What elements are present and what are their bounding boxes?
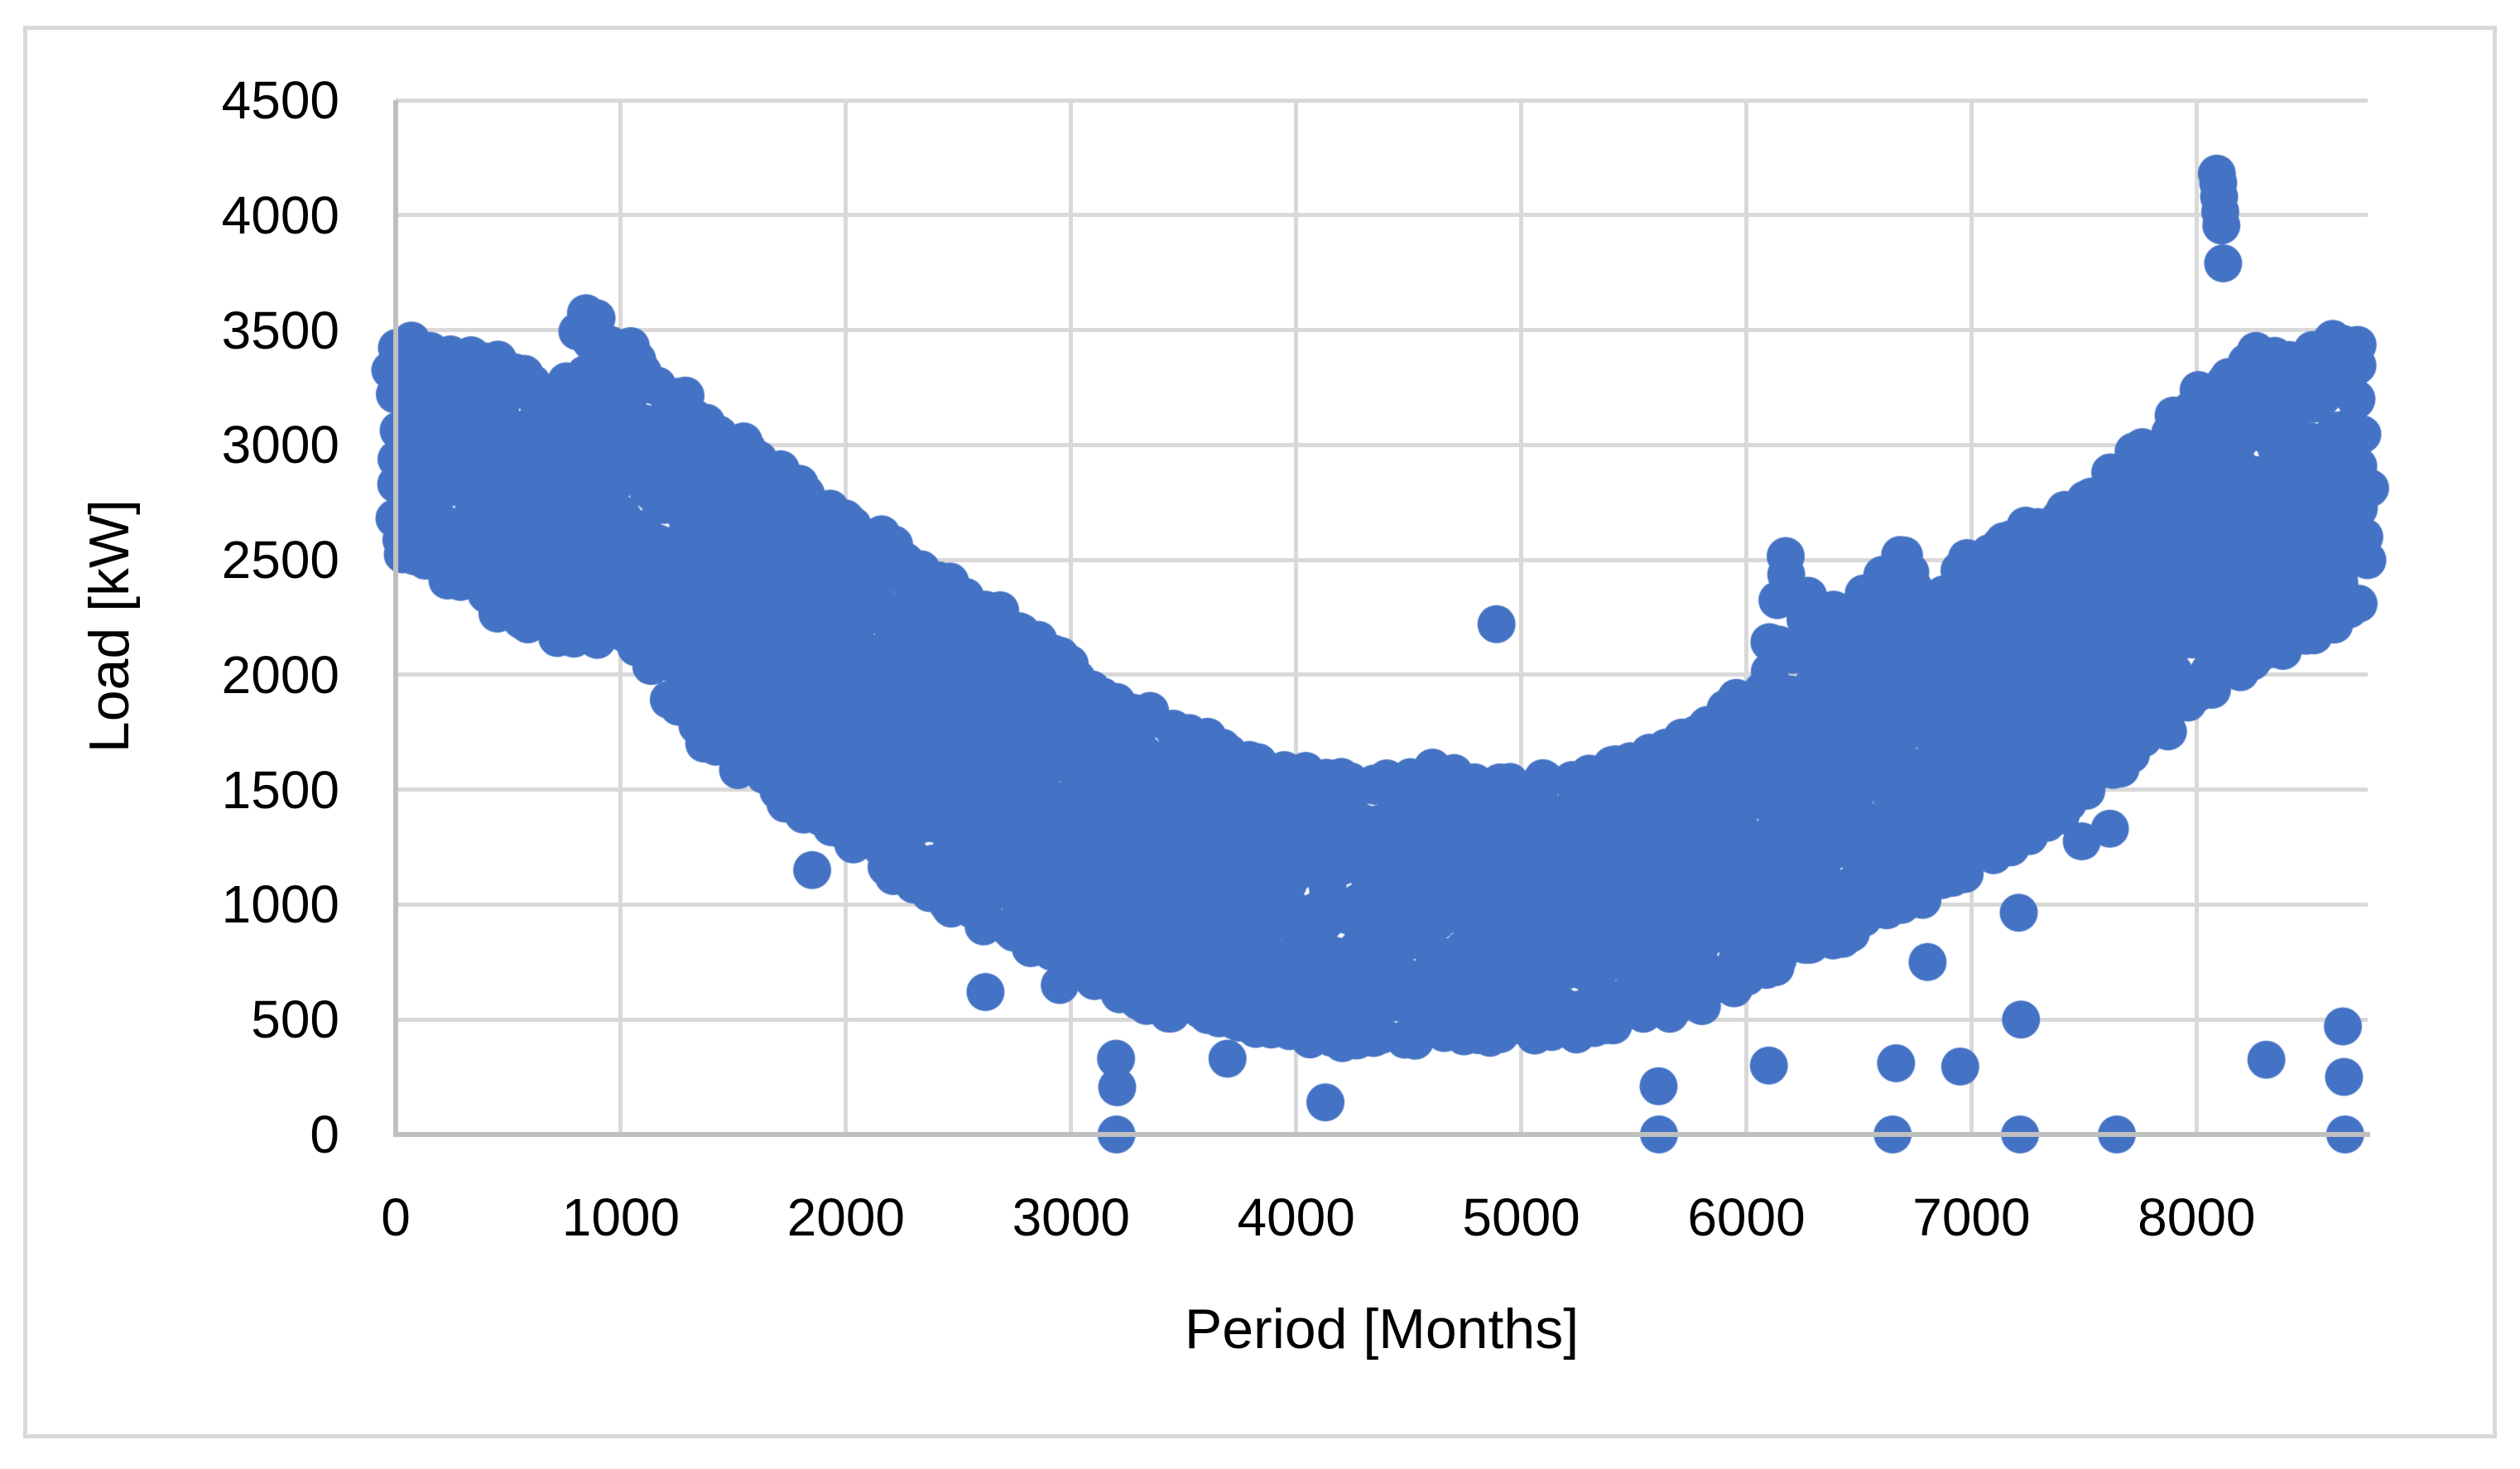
x-axis-line: [393, 1132, 2370, 1137]
y-tick-label: 500: [251, 990, 339, 1050]
y-tick-label: 3000: [221, 415, 339, 475]
x-tick-label: 6000: [1687, 1187, 1806, 1247]
x-tick-label: 1000: [561, 1187, 680, 1247]
x-tick-label: 4000: [1237, 1187, 1355, 1247]
x-axis-title: Period [Months]: [1184, 1298, 1580, 1361]
x-tick-label: 7000: [1912, 1187, 2031, 1247]
x-tick-label: 8000: [2138, 1187, 2256, 1247]
y-tick-label: 1500: [221, 759, 339, 820]
y-tick-label: 4500: [221, 70, 339, 130]
x-tick-label: 5000: [1462, 1187, 1580, 1247]
y-axis-title: Load [kW]: [78, 498, 141, 754]
x-tick-label: 2000: [786, 1187, 906, 1247]
y-tick-label: 4000: [221, 185, 339, 245]
y-tick-label: 3500: [221, 300, 339, 360]
x-tick-label: 0: [381, 1187, 411, 1247]
y-tick-label: 0: [310, 1105, 339, 1164]
x-tick-label: 3000: [1012, 1187, 1130, 1247]
y-axis-line: [393, 100, 398, 1134]
y-tick-label: 2000: [221, 644, 339, 705]
y-tick-label: 2500: [221, 530, 339, 590]
y-tick-label: 1000: [221, 874, 339, 935]
